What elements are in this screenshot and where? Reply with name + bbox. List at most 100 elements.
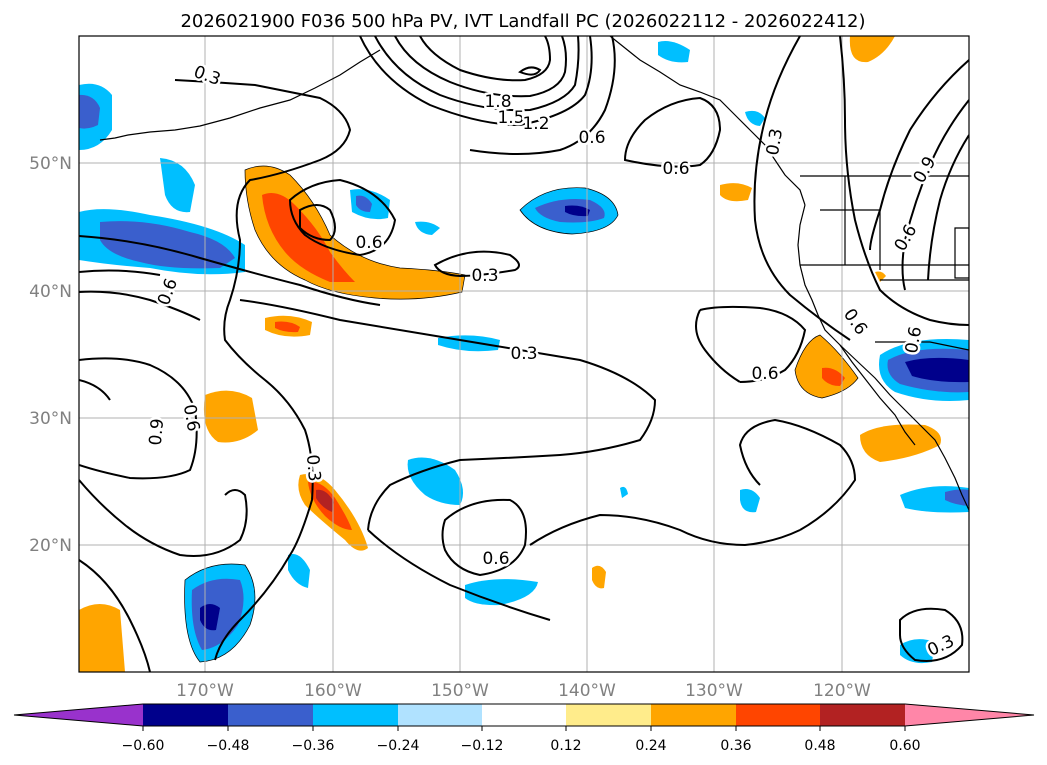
map-title: 2026021900 F036 500 hPa PV, IVT Landfall… bbox=[180, 11, 865, 32]
colorbar-seg-0 bbox=[14, 704, 143, 726]
shade-neg-socal-core bbox=[905, 357, 969, 383]
colorbar: −0.60 −0.48 −0.36 −0.24 −0.12 0.12 0.24 … bbox=[13, 703, 1035, 754]
contour-0.6-nw bbox=[79, 235, 381, 306]
coast-aleutians bbox=[99, 49, 381, 141]
outline-central bbox=[519, 187, 619, 235]
colorbar-seg-4 bbox=[398, 704, 482, 726]
colorbar-tick-label-2: −0.36 bbox=[292, 738, 335, 754]
colorbar-tick-label-3: −0.24 bbox=[377, 738, 420, 754]
contour-0.3-ne bbox=[753, 36, 851, 341]
shade-neg-small-c bbox=[415, 221, 440, 235]
contour-label-10: 0.6 bbox=[355, 233, 382, 253]
colorbar-seg-5 bbox=[482, 704, 566, 726]
coastlines bbox=[99, 36, 969, 511]
colorbar-tick-label-8: 0.48 bbox=[804, 738, 835, 754]
contour-0.3-tongue bbox=[174, 79, 352, 661]
contour-low-top-3 bbox=[394, 36, 567, 98]
map-panel: 0.3 1.8 1.5 1.2 0.6 0.6 0.3 0.9 0.6 0.6 … bbox=[79, 36, 969, 672]
contour-0.6-alaska bbox=[623, 96, 722, 168]
colorbar-seg-1 bbox=[143, 704, 228, 726]
shade-neg-d2 bbox=[407, 457, 464, 505]
contour-0.9-ne-a bbox=[869, 59, 969, 251]
shade-neg-alaska-a bbox=[658, 41, 690, 63]
shade-pos-ne-tiny bbox=[875, 271, 886, 282]
lat-label-20: 20°N bbox=[29, 536, 72, 556]
contour-label-6: 0.6 bbox=[662, 159, 689, 179]
contour-label-20: 0.6 bbox=[482, 549, 509, 569]
contour-0.6-ne bbox=[839, 36, 969, 326]
contour-label-3: 1.5 bbox=[497, 108, 524, 128]
shade-neg-mexico-in bbox=[945, 489, 969, 506]
contour-label-5: 0.6 bbox=[578, 128, 605, 148]
shade-pos-left bbox=[203, 390, 258, 443]
lon-label-160: 160°W bbox=[304, 681, 362, 701]
colorbar-seg-8 bbox=[736, 704, 820, 726]
shade-pos-sw-core bbox=[316, 489, 334, 512]
shade-neg-small-a-in bbox=[356, 195, 372, 212]
contour-label-18: 0.6 bbox=[902, 325, 926, 355]
contour-0.3-mid bbox=[79, 290, 201, 321]
shade-neg-central-core bbox=[565, 205, 590, 217]
contour-0.3-south bbox=[367, 529, 551, 621]
lat-label-40: 40°N bbox=[29, 282, 72, 302]
outline-ridge bbox=[244, 165, 466, 300]
coast-baja bbox=[839, 344, 916, 446]
contour-sw-loop bbox=[79, 479, 248, 557]
contour-0.6-mid bbox=[79, 269, 161, 276]
contour-low-top-5 bbox=[469, 36, 616, 155]
contour-0.6-southeast bbox=[529, 513, 801, 547]
shade-west-neg-inner bbox=[100, 221, 235, 269]
colorbar-tick-label-1: −0.48 bbox=[207, 738, 250, 754]
contour-far-w-2 bbox=[79, 379, 111, 401]
contour-label-2: 1.8 bbox=[484, 92, 511, 112]
colorbar-tick-label-4: −0.12 bbox=[461, 738, 504, 754]
lon-label-150: 150°W bbox=[431, 681, 489, 701]
contour-west-edge bbox=[79, 559, 151, 672]
outline-baja bbox=[794, 334, 859, 399]
contour-labels: 0.3 1.8 1.5 1.2 0.6 0.6 0.3 0.9 0.6 0.6 … bbox=[143, 59, 960, 663]
lat-label-30: 30°N bbox=[29, 409, 72, 429]
shade-neg-se bbox=[900, 639, 935, 664]
colorbar-tick-label-7: 0.36 bbox=[720, 738, 751, 754]
contour-0.6-ne-c bbox=[927, 134, 969, 281]
lon-label-130: 130°W bbox=[685, 681, 743, 701]
coast-alaska bbox=[609, 36, 806, 206]
contour-far-w bbox=[79, 357, 198, 480]
shade-pos-baja-in bbox=[822, 367, 845, 386]
contour-label-15: 0.6 bbox=[751, 364, 778, 384]
shade-pos-ne-top bbox=[849, 36, 895, 63]
colorbar-ticks bbox=[142, 726, 906, 731]
contour-0.6-east bbox=[738, 418, 857, 531]
contour-label-4: 1.2 bbox=[522, 114, 549, 134]
shading-outlines bbox=[184, 165, 859, 663]
contour-0.3-broad bbox=[239, 299, 657, 531]
lon-labels: 170°W 160°W 150°W 140°W 130°W 120°W bbox=[176, 681, 871, 701]
contour-0.6-baja bbox=[699, 305, 807, 383]
contour-low-top-4 bbox=[419, 36, 552, 82]
shade-neg-alaska-b bbox=[745, 110, 765, 126]
colorbar-seg-6 bbox=[566, 704, 651, 726]
contour-0.3-ridge bbox=[288, 178, 397, 257]
colorbar-tick-label-6: 0.24 bbox=[635, 738, 666, 754]
outline-sw bbox=[184, 563, 256, 663]
colorbar-seg-9 bbox=[820, 704, 905, 726]
colorbar-seg-10 bbox=[905, 704, 1034, 726]
lon-label-140: 140°W bbox=[558, 681, 616, 701]
pv-contours bbox=[79, 36, 969, 672]
shade-pos-far-sw bbox=[79, 604, 125, 672]
contour-0.6-loop bbox=[441, 498, 527, 577]
contour-cells bbox=[518, 66, 542, 76]
shade-neg-h bbox=[740, 489, 760, 513]
contour-low-top-2 bbox=[374, 36, 580, 112]
lon-label-120: 120°W bbox=[813, 681, 871, 701]
shade-pos-ne-small bbox=[720, 183, 752, 202]
contour-0.6-core bbox=[299, 204, 336, 242]
contour-label-14: 0.3 bbox=[510, 344, 537, 364]
colorbar-seg-3 bbox=[313, 704, 398, 726]
colorbar-tick-label-9: 0.60 bbox=[889, 738, 920, 754]
shade-nw-neg-b bbox=[160, 158, 195, 213]
shade-neg-i bbox=[620, 486, 628, 498]
contour-0.3-lobe bbox=[433, 250, 520, 278]
contour-se-loop bbox=[899, 607, 964, 662]
